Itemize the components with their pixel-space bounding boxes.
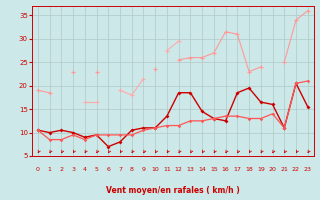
X-axis label: Vent moyen/en rafales ( km/h ): Vent moyen/en rafales ( km/h ) [106, 186, 240, 195]
